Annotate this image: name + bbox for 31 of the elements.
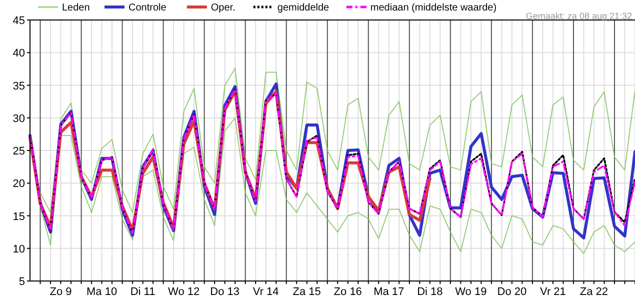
- y-tick-label: 5: [18, 276, 25, 288]
- legend-label: gemiddelde: [277, 2, 330, 14]
- legend-label: Leden: [62, 2, 90, 14]
- x-tick-label: Ma 17: [374, 286, 404, 298]
- legend-label: Oper.: [210, 2, 236, 14]
- x-tick-label: Za 15: [292, 286, 321, 298]
- x-tick-label: Do 20: [497, 286, 527, 298]
- y-tick-label: 20: [12, 178, 25, 190]
- x-tick-label: Wo 12: [168, 286, 200, 298]
- y-tick-label: 40: [12, 48, 25, 60]
- legend-label: mediaan (middelste waarde): [370, 2, 497, 14]
- x-tick-label: Di 11: [130, 286, 156, 298]
- y-tick-label: 30: [12, 112, 25, 125]
- x-tick-label: Do 13: [210, 286, 240, 298]
- line-series: [40, 117, 635, 254]
- line-series: [40, 68, 635, 213]
- x-tick-label: Vr 21: [540, 286, 566, 298]
- x-tick-label: Zo 9: [50, 286, 72, 298]
- x-tick-label: Wo 19: [455, 286, 487, 298]
- x-tick-label: Vr 14: [252, 286, 279, 298]
- legend-label: Controle: [128, 2, 167, 14]
- annotation: Gemaakt: za 08 aug 21:32: [526, 11, 632, 21]
- y-tick-label: 15: [12, 210, 25, 223]
- x-tick-label: Ma 10: [86, 286, 118, 298]
- x-tick-label: Zo 16: [334, 286, 362, 298]
- x-tick-label: Di 18: [417, 286, 443, 298]
- x-tick-label: Za 22: [580, 286, 608, 298]
- y-tick-label: 10: [12, 243, 25, 256]
- y-tick-label: 45: [12, 15, 25, 27]
- y-tick-label: 35: [12, 80, 25, 92]
- y-tick-label: 25: [12, 146, 25, 158]
